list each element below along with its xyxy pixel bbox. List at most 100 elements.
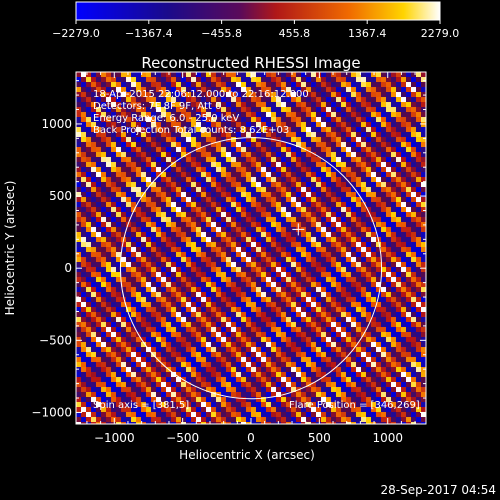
heatmap-cell (271, 342, 276, 347)
heatmap-cell (301, 347, 306, 352)
heatmap-cell (206, 262, 211, 267)
heatmap-cell (246, 402, 251, 407)
heatmap-cell (256, 412, 261, 417)
heatmap-cell (246, 97, 251, 102)
heatmap-cell (306, 242, 311, 247)
heatmap-cell (191, 272, 196, 277)
heatmap-cell (186, 257, 191, 262)
heatmap-cell (286, 262, 291, 267)
heatmap-cell (326, 217, 331, 222)
heatmap-cell (316, 107, 321, 112)
heatmap-cell (136, 77, 141, 82)
heatmap-cell (181, 112, 186, 117)
heatmap-cell (291, 82, 296, 87)
heatmap-cell (186, 282, 191, 287)
heatmap-cell (126, 267, 131, 272)
heatmap-cell (321, 312, 326, 317)
heatmap-cell (291, 277, 296, 282)
heatmap-cell (266, 202, 271, 207)
heatmap-cell (131, 402, 136, 407)
heatmap-cell (361, 382, 366, 387)
heatmap-cell (211, 382, 216, 387)
heatmap-cell (291, 317, 296, 322)
heatmap-cell (241, 307, 246, 312)
heatmap-cell (271, 162, 276, 167)
heatmap-cell (101, 202, 106, 207)
heatmap-cell (371, 302, 376, 307)
heatmap-cell (191, 77, 196, 82)
heatmap-cell (86, 137, 91, 142)
heatmap-cell (366, 217, 371, 222)
heatmap-cell (381, 112, 386, 117)
heatmap-cell (201, 197, 206, 202)
heatmap-cell (421, 292, 426, 297)
heatmap-cell (261, 357, 266, 362)
heatmap-cell (411, 222, 416, 227)
heatmap-cell (86, 407, 91, 412)
heatmap-cell (396, 227, 401, 232)
heatmap-cell (151, 342, 156, 347)
heatmap-cell (196, 217, 201, 222)
heatmap-cell (381, 232, 386, 237)
heatmap-cell (146, 202, 151, 207)
heatmap-cell (321, 77, 326, 82)
heatmap-cell (331, 162, 336, 167)
heatmap-cell (421, 412, 426, 417)
heatmap-cell (376, 267, 381, 272)
heatmap-cell (136, 107, 141, 112)
heatmap-cell (116, 97, 121, 102)
heatmap-cell (286, 352, 291, 357)
heatmap-cell (376, 402, 381, 407)
heatmap-cell (281, 352, 286, 357)
heatmap-cell (176, 142, 181, 147)
heatmap-cell (81, 142, 86, 147)
heatmap-cell (166, 407, 171, 412)
heatmap-cell (381, 417, 386, 422)
heatmap-cell (206, 307, 211, 312)
heatmap-cell (106, 392, 111, 397)
heatmap-cell (386, 247, 391, 252)
heatmap-cell (276, 177, 281, 182)
heatmap-cell (386, 387, 391, 392)
heatmap-cell (421, 392, 426, 397)
heatmap-cell (361, 312, 366, 317)
heatmap-cell (116, 132, 121, 137)
heatmap-cell (221, 142, 226, 147)
heatmap-cell (166, 262, 171, 267)
heatmap-cell (366, 297, 371, 302)
heatmap-cell (106, 122, 111, 127)
heatmap-cell (206, 367, 211, 372)
heatmap-cell (176, 367, 181, 372)
heatmap-cell (126, 327, 131, 332)
heatmap-cell (256, 87, 261, 92)
heatmap-cell (161, 327, 166, 332)
heatmap-cell (101, 302, 106, 307)
heatmap-cell (311, 412, 316, 417)
heatmap-cell (96, 297, 101, 302)
heatmap-cell (346, 92, 351, 97)
heatmap-cell (216, 357, 221, 362)
heatmap-cell (121, 157, 126, 162)
heatmap-cell (211, 387, 216, 392)
heatmap-cell (246, 407, 251, 412)
heatmap-cell (356, 382, 361, 387)
heatmap-cell (366, 422, 371, 424)
heatmap-cell (256, 112, 261, 117)
heatmap-cell (401, 392, 406, 397)
heatmap-cell (301, 337, 306, 342)
heatmap-cell (321, 237, 326, 242)
heatmap-cell (151, 187, 156, 192)
heatmap-cell (401, 277, 406, 282)
heatmap-cell (136, 137, 141, 142)
heatmap-cell (281, 407, 286, 412)
heatmap-cell (241, 177, 246, 182)
heatmap-cell (241, 397, 246, 402)
heatmap-cell (76, 347, 81, 352)
heatmap-cell (141, 327, 146, 332)
heatmap-cell (146, 172, 151, 177)
heatmap-cell (161, 82, 166, 87)
heatmap-cell (226, 87, 231, 92)
heatmap-cell (171, 157, 176, 162)
heatmap-cell (151, 422, 156, 424)
heatmap-cell (261, 117, 266, 122)
